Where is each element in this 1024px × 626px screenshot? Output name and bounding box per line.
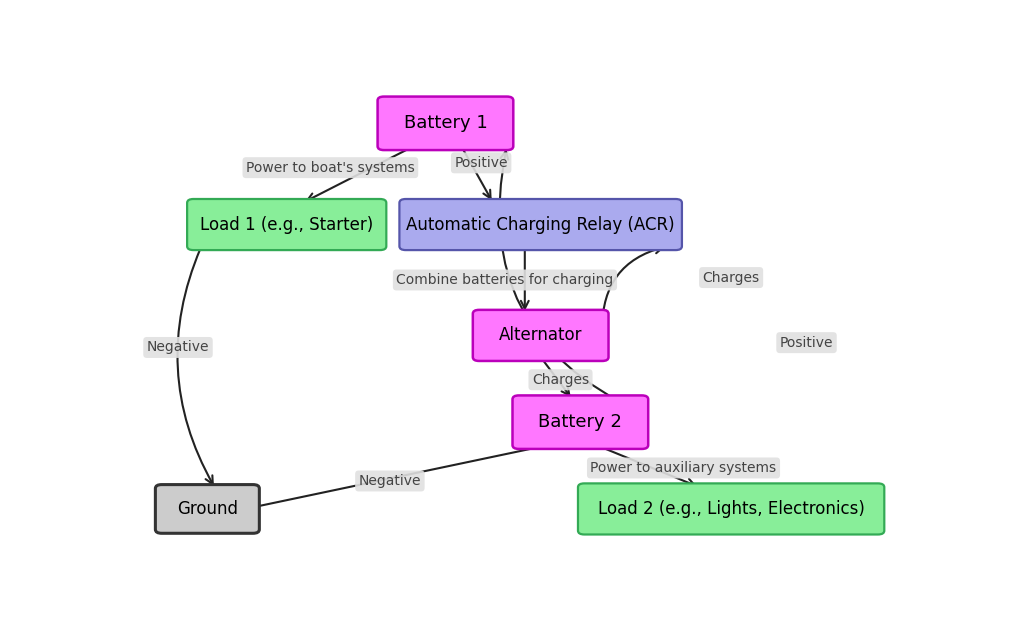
Text: Charges: Charges	[531, 372, 589, 387]
FancyBboxPatch shape	[578, 483, 885, 535]
Text: Load 1 (e.g., Starter): Load 1 (e.g., Starter)	[200, 215, 374, 233]
Text: Ground: Ground	[177, 500, 238, 518]
Text: Power to auxiliary systems: Power to auxiliary systems	[591, 461, 776, 475]
Text: Automatic Charging Relay (ACR): Automatic Charging Relay (ACR)	[407, 215, 675, 233]
FancyBboxPatch shape	[399, 199, 682, 250]
Text: Negative: Negative	[146, 341, 209, 354]
Text: Load 2 (e.g., Lights, Electronics): Load 2 (e.g., Lights, Electronics)	[598, 500, 864, 518]
FancyBboxPatch shape	[378, 96, 513, 150]
Text: Battery 2: Battery 2	[539, 413, 623, 431]
Text: Combine batteries for charging: Combine batteries for charging	[396, 273, 613, 287]
Text: Battery 1: Battery 1	[403, 115, 487, 132]
Text: Charges: Charges	[702, 270, 760, 285]
FancyBboxPatch shape	[156, 485, 259, 533]
FancyBboxPatch shape	[512, 396, 648, 449]
Text: Negative: Negative	[358, 474, 421, 488]
Text: Positive: Positive	[780, 336, 834, 350]
Text: Power to boat's systems: Power to boat's systems	[246, 161, 415, 175]
FancyBboxPatch shape	[187, 199, 386, 250]
Text: Alternator: Alternator	[499, 326, 583, 344]
FancyBboxPatch shape	[473, 310, 608, 361]
Text: Positive: Positive	[455, 156, 508, 170]
